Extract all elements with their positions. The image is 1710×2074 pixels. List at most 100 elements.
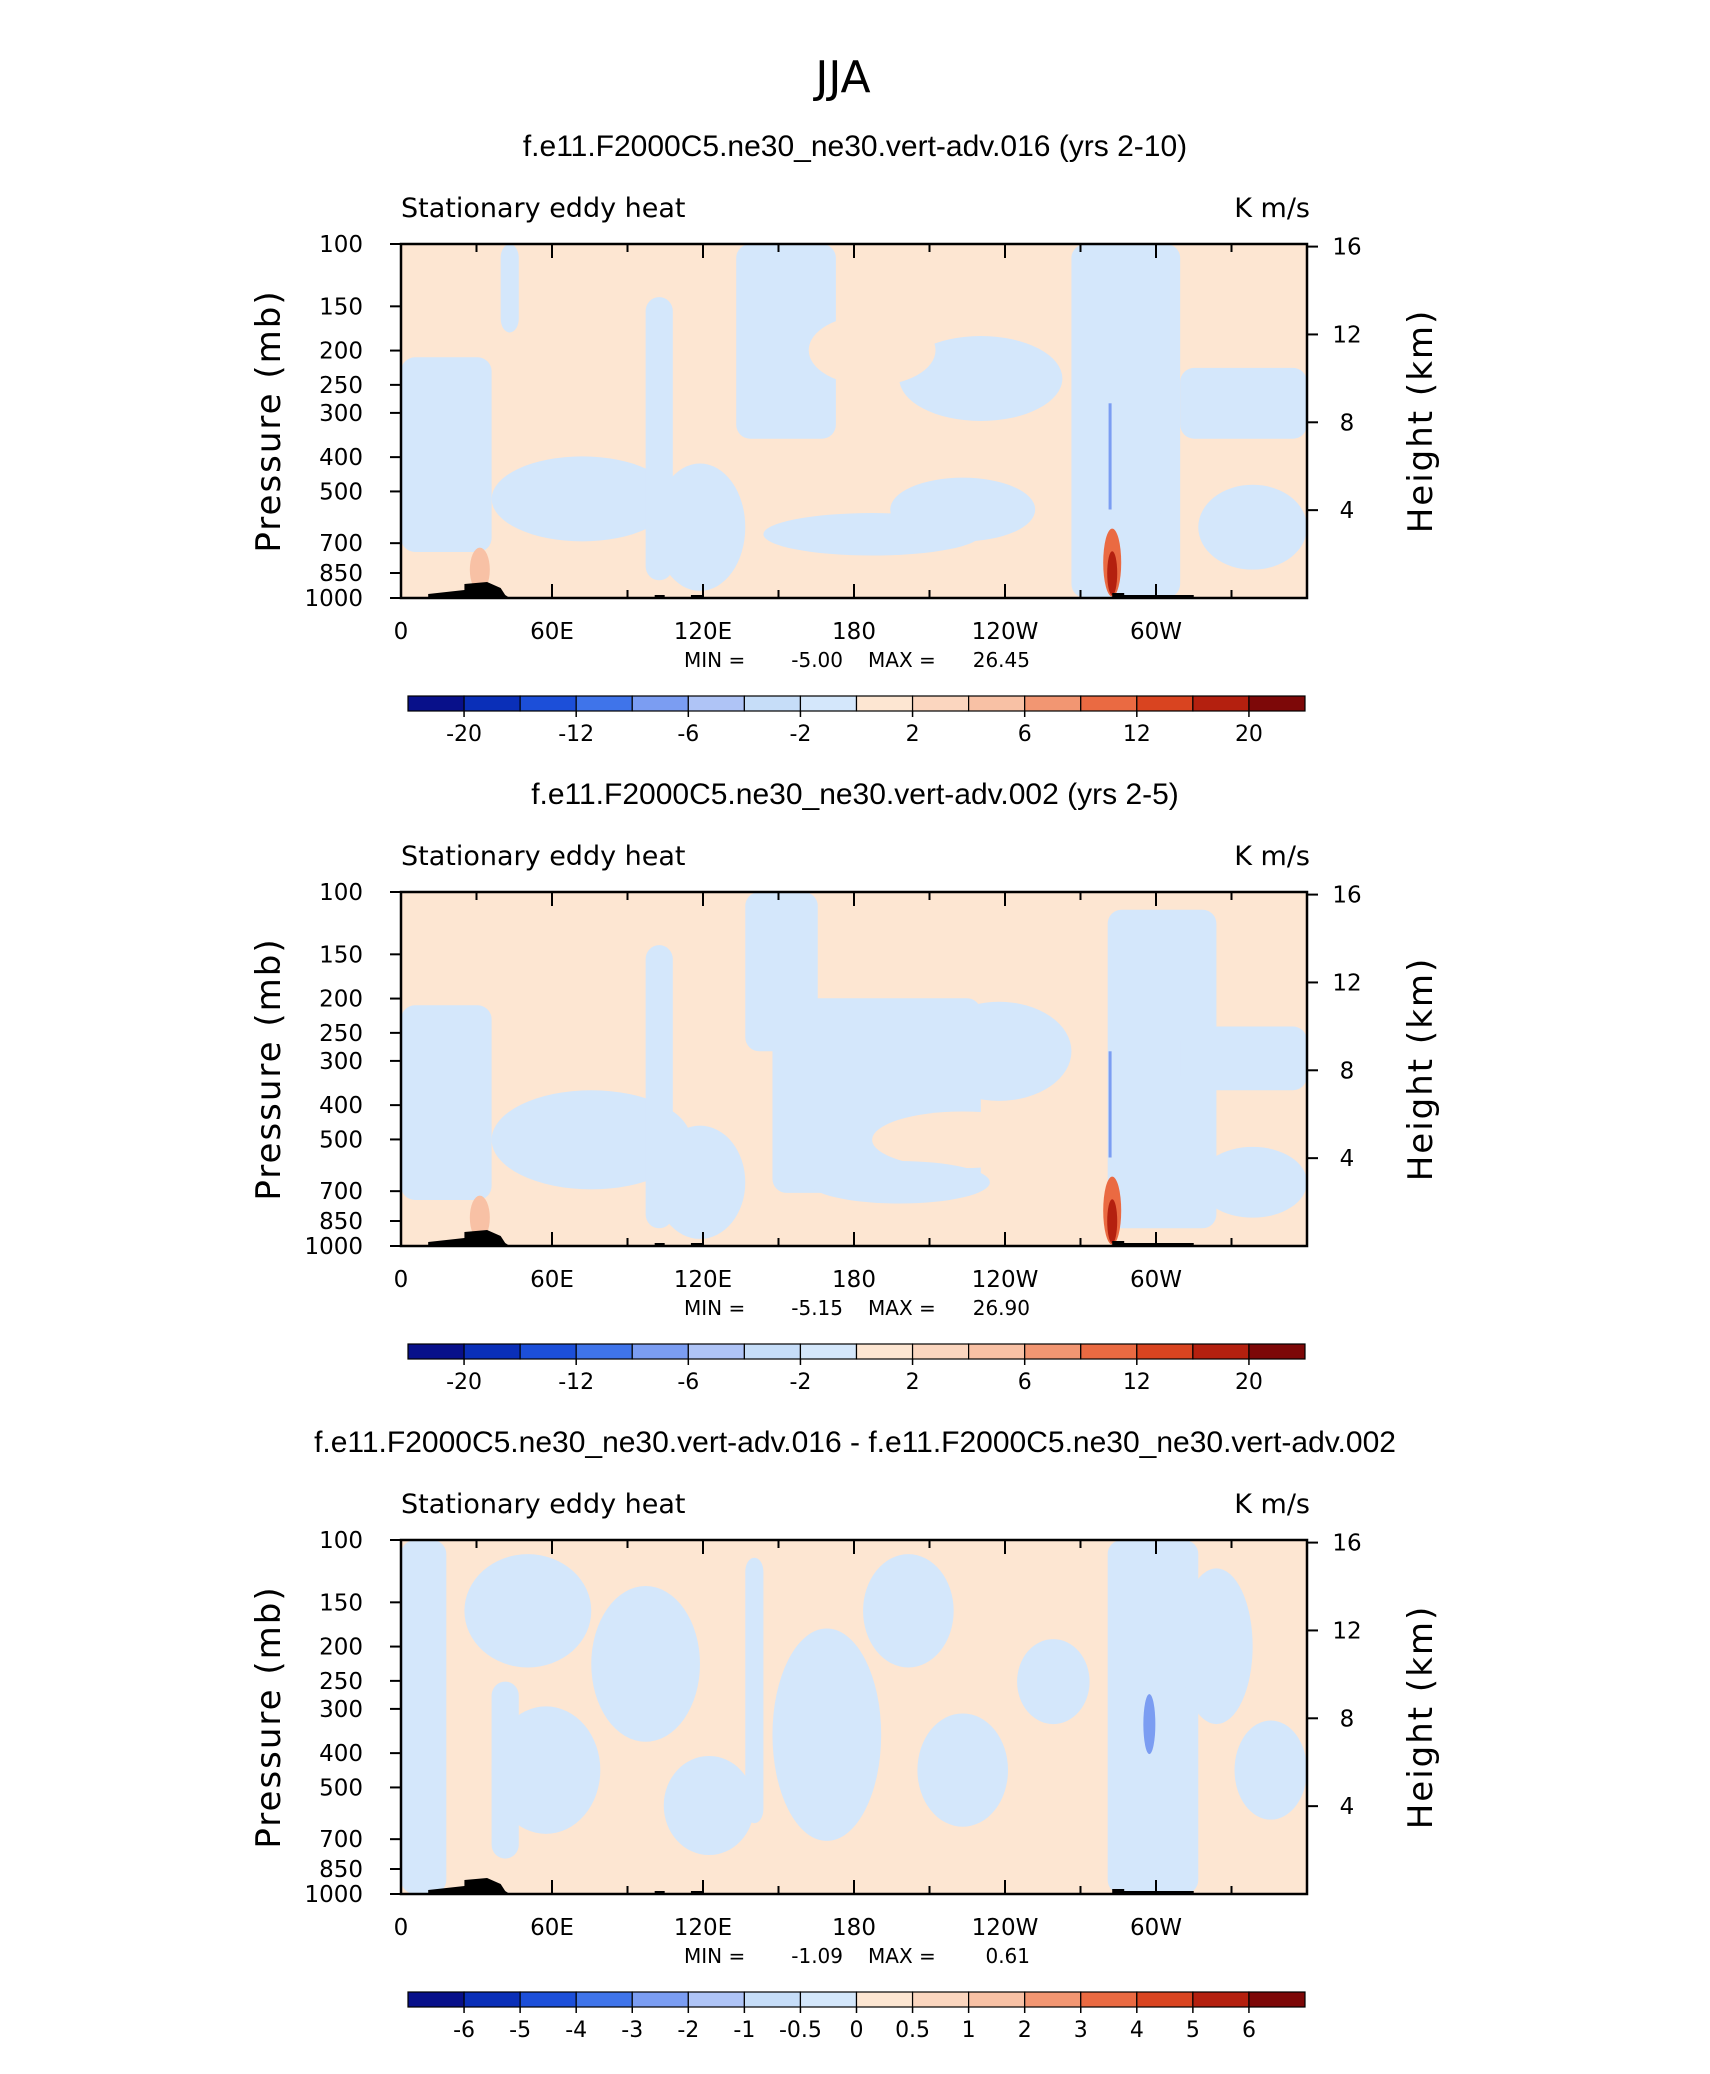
y-tick-label: 200 — [319, 1635, 363, 1661]
colorbar-label: -6 — [453, 2018, 475, 2043]
contour-field — [401, 892, 1307, 1246]
field-region — [808, 314, 936, 386]
field-maximum — [469, 547, 490, 592]
x-tick-label: 60E — [530, 1915, 574, 1941]
colorbar-box — [407, 1991, 465, 2008]
x-tick-label: 0 — [394, 1267, 409, 1293]
field-region — [1234, 1720, 1307, 1820]
y-tick-label: 300 — [319, 1049, 363, 1075]
topography — [1121, 595, 1194, 598]
colorbar-box — [1192, 1991, 1250, 2008]
x-tick-label: 120W — [972, 1915, 1039, 1941]
topography — [1121, 1891, 1194, 1894]
colorbar-label: 20 — [1235, 722, 1263, 747]
panel-middle: f.e11.F2000C5.ne30_ne30.vert-adv.002 (yr… — [249, 778, 1441, 1395]
y-tick-label: 700 — [319, 1827, 363, 1853]
field-region — [1180, 1568, 1253, 1725]
colorbar-label: 0 — [850, 2018, 864, 2043]
colorbar-box — [575, 1991, 633, 2008]
colorbar-label: 6 — [1018, 722, 1032, 747]
colorbar-label: 6 — [1018, 1370, 1032, 1395]
y-tick-label: 100 — [319, 880, 363, 906]
x-tick-label: 180 — [832, 1915, 876, 1941]
field-region — [491, 1090, 691, 1190]
colorbar-box — [631, 1991, 689, 2008]
colorbar-box — [743, 695, 802, 712]
x-tick-label: 120E — [674, 1267, 732, 1293]
topography — [654, 1891, 665, 1894]
colorbar-box — [687, 1991, 745, 2008]
panel-title: f.e11.F2000C5.ne30_ne30.vert-adv.016 - f… — [314, 1426, 1396, 1459]
topography — [654, 595, 665, 598]
max-value: 26.90 — [973, 1296, 1030, 1320]
x-tick-label: 0 — [394, 619, 409, 645]
colorbar-label: 1 — [962, 2018, 976, 2043]
min-value: -5.00 — [791, 648, 843, 672]
colorbar-box — [463, 1343, 521, 1360]
colorbar-box — [1024, 1343, 1082, 1360]
right-tick-label: 4 — [1340, 1146, 1355, 1172]
panel-title: f.e11.F2000C5.ne30_ne30.vert-adv.016 (yr… — [523, 130, 1187, 163]
colorbar-box — [1024, 695, 1082, 712]
right-axis-title: Height (km) — [1401, 1605, 1441, 1830]
topography — [690, 1891, 703, 1894]
max-label: MAX = — [868, 1296, 936, 1320]
topography — [1112, 1241, 1125, 1246]
y-tick-label: 850 — [319, 561, 363, 587]
max-label: MAX = — [868, 648, 936, 672]
colorbar-box — [1248, 1991, 1306, 2008]
topography — [690, 1243, 703, 1246]
field-maximum — [1107, 551, 1118, 596]
y-tick-label: 700 — [319, 531, 363, 557]
colorbar-box — [687, 695, 745, 712]
topography — [690, 595, 703, 598]
colorbar-label: -20 — [446, 722, 482, 747]
colorbar-label: 20 — [1235, 1370, 1263, 1395]
x-tick-label: 60W — [1130, 619, 1182, 645]
right-tick-label: 16 — [1332, 883, 1361, 909]
colorbar-box — [1248, 695, 1306, 712]
colorbar-box — [1136, 1343, 1194, 1360]
y-tick-label: 850 — [319, 1857, 363, 1883]
colorbar-box — [1136, 1991, 1194, 2008]
colorbar: -20 -12 -6 -2 2 6 12 20 — [407, 695, 1306, 747]
contour-field — [401, 244, 1307, 598]
field-maximum — [1107, 1199, 1118, 1244]
field-region — [872, 1111, 1054, 1169]
field-minimum — [1108, 403, 1112, 510]
max-value: 26.45 — [973, 648, 1030, 672]
field-region — [401, 357, 492, 552]
topography — [1112, 1889, 1125, 1894]
colorbar-label: -2 — [789, 722, 811, 747]
y-tick-label: 150 — [319, 294, 363, 320]
colorbar-box — [575, 1343, 633, 1360]
colorbar-label: -2 — [677, 2018, 699, 2043]
colorbar-label: 2 — [906, 1370, 920, 1395]
right-axis-title: Height (km) — [1401, 957, 1441, 1182]
y-tick-label: 150 — [319, 1590, 363, 1616]
colorbar-box — [968, 1991, 1026, 2008]
right-tick-label: 16 — [1332, 1531, 1361, 1557]
colorbar-box — [575, 695, 633, 712]
y-axis-title: Pressure (mb) — [249, 1585, 289, 1848]
right-tick-label: 12 — [1332, 1618, 1361, 1644]
field-region — [654, 463, 746, 591]
colorbar-box — [743, 1991, 802, 2008]
x-tick-label: 120E — [674, 1915, 732, 1941]
field-region — [654, 1125, 746, 1239]
y-tick-label: 400 — [319, 1093, 363, 1119]
colorbar-label: 5 — [1186, 2018, 1200, 2043]
x-tick-label: 60W — [1130, 1915, 1182, 1941]
right-tick-label: 8 — [1340, 1706, 1355, 1732]
panel-title: f.e11.F2000C5.ne30_ne30.vert-adv.002 (yr… — [531, 778, 1179, 811]
y-axis-title: Pressure (mb) — [249, 289, 289, 552]
max-label: MAX = — [868, 1944, 936, 1968]
colorbar-box — [407, 1343, 465, 1360]
right-tick-label: 12 — [1332, 970, 1361, 996]
min-value: -5.15 — [791, 1296, 843, 1320]
colorbar-box — [799, 1343, 858, 1360]
colorbar-box — [1080, 695, 1138, 712]
colorbar-label: -12 — [558, 1370, 594, 1395]
colorbar-label: 12 — [1123, 722, 1151, 747]
